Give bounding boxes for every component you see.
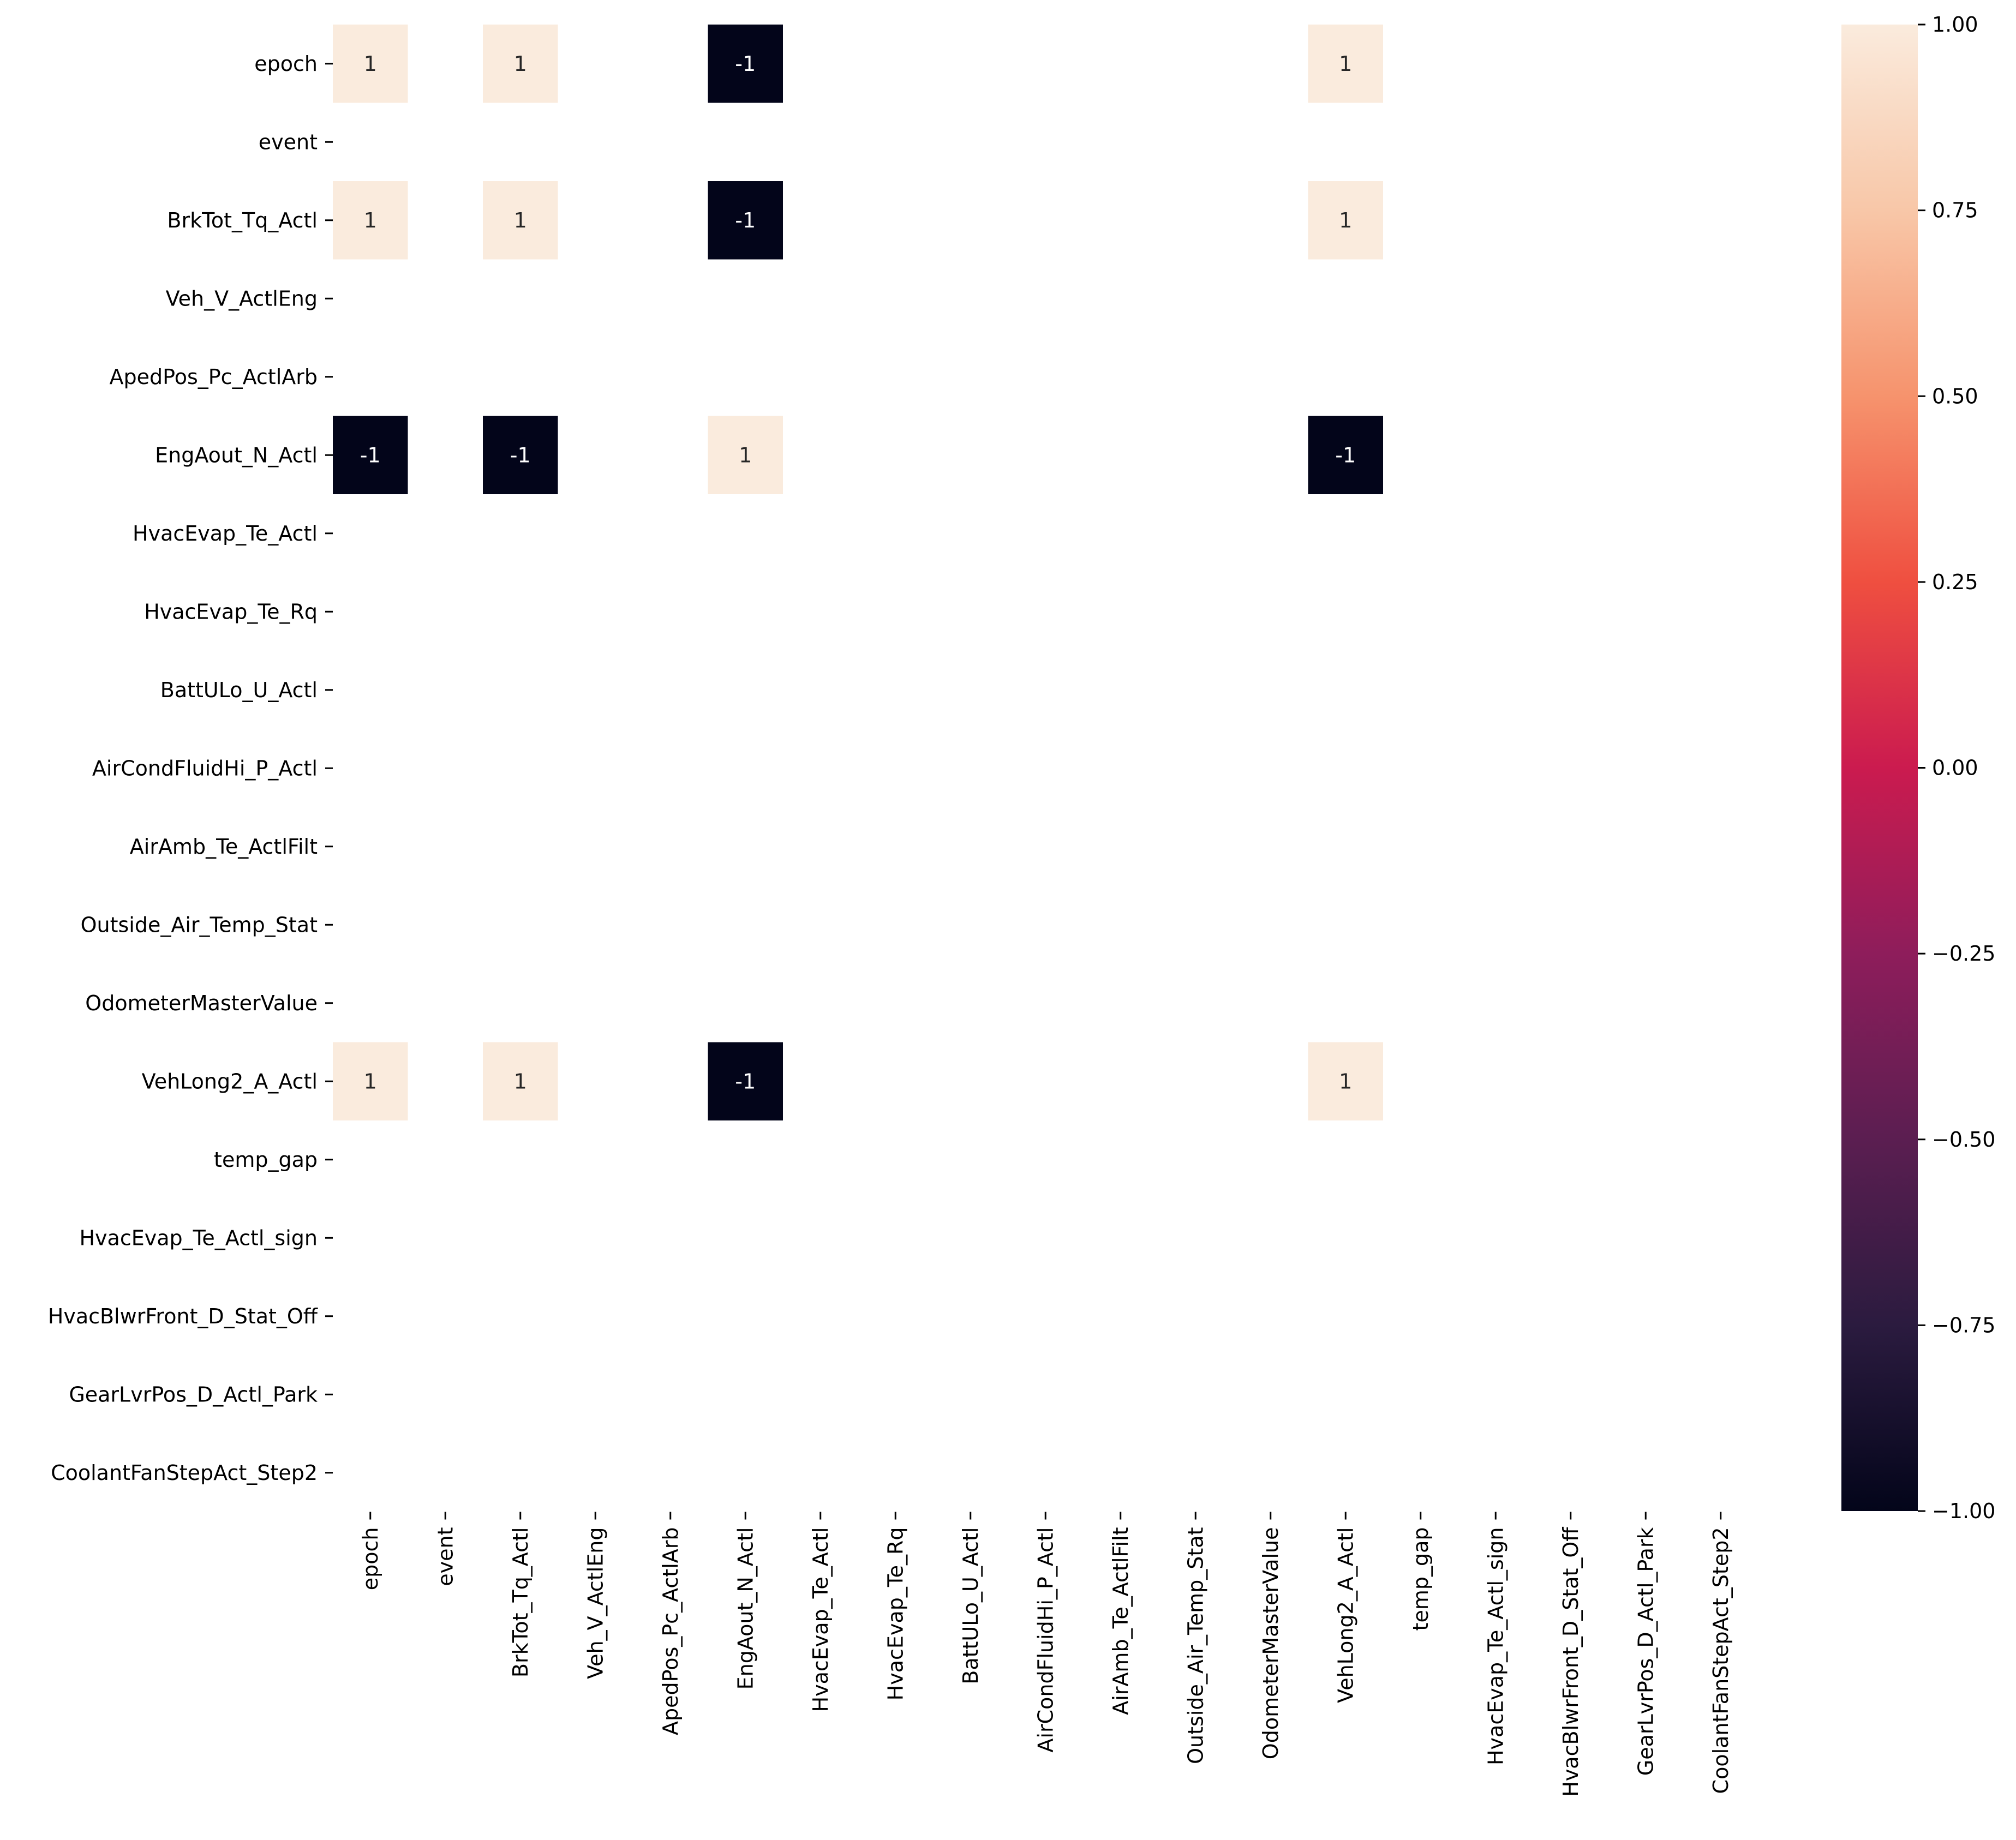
y-tick-label: BattULo_U_Actl	[160, 678, 318, 702]
colorbar	[1841, 25, 1918, 1511]
cell-value-label: 1	[364, 52, 377, 76]
x-tick-label: Outside_Air_Temp_Stat	[1183, 1527, 1207, 1764]
heatmap-cell	[333, 416, 408, 494]
heatmap-cell	[1308, 1042, 1383, 1120]
cell-value-label: -1	[360, 443, 381, 467]
x-tick-label: AirAmb_Te_ActlFilt	[1109, 1527, 1133, 1715]
x-tick-label: AirCondFluidHi_P_Actl	[1033, 1527, 1057, 1753]
cell-value-label: 1	[1339, 208, 1352, 232]
y-tick-label: Outside_Air_Temp_Stat	[81, 913, 318, 937]
x-tick-label: HvacEvap_Te_Rq	[883, 1527, 907, 1701]
x-tick-label: ApedPos_Pc_ActlArb	[659, 1527, 683, 1735]
cell-value-label: 1	[1339, 52, 1352, 76]
heatmap-cell	[333, 1042, 408, 1120]
heatmap-cell	[483, 181, 558, 260]
y-tick-label: VehLong2_A_Actl	[142, 1069, 318, 1093]
x-tick-label: BrkTot_Tq_Actl	[509, 1527, 533, 1678]
heatmap-cell	[483, 1042, 558, 1120]
cell-value-label: -1	[735, 1069, 756, 1093]
y-tick-label: Veh_V_ActlEng	[166, 286, 318, 310]
heatmap-cell	[708, 1042, 783, 1120]
heatmap-cell	[708, 25, 783, 103]
x-tick-label: HvacBlwrFront_D_Stat_Off	[1559, 1527, 1583, 1797]
y-tick-label: CoolantFanStepAct_Step2	[51, 1461, 318, 1485]
colorbar-tick-label: 0.75	[1932, 199, 1978, 223]
y-tick-label: ApedPos_Pc_ActlArb	[110, 365, 318, 389]
cell-value-label: -1	[510, 443, 531, 467]
heatmap-cell	[708, 181, 783, 260]
heatmap-cell	[483, 25, 558, 103]
cell-value-label: 1	[364, 1069, 377, 1093]
heatmap-cell	[333, 181, 408, 260]
colorbar-tick-label: −1.00	[1932, 1499, 1995, 1523]
y-tick-label: AirAmb_Te_ActlFilt	[130, 835, 318, 859]
y-tick-label: HvacBlwrFront_D_Stat_Off	[48, 1304, 318, 1328]
cell-value-label: 1	[514, 208, 527, 232]
cell-value-label: 1	[514, 52, 527, 76]
x-tick-label: epoch	[358, 1527, 382, 1591]
heatmap-cell	[483, 416, 558, 494]
heatmap-cell	[1308, 25, 1383, 103]
x-tick-label: CoolantFanStepAct_Step2	[1709, 1527, 1733, 1794]
y-tick-label: HvacEvap_Te_Rq	[144, 600, 318, 624]
y-tick-label: HvacEvap_Te_Actl_sign	[79, 1226, 318, 1250]
x-tick-label: EngAout_N_Actl	[733, 1527, 757, 1690]
x-tick-label: HvacEvap_Te_Actl_sign	[1483, 1527, 1507, 1766]
heatmap-cell	[1308, 416, 1383, 494]
y-tick-label: epoch	[254, 52, 318, 76]
heatmap-cell	[1308, 181, 1383, 260]
cell-value-label: 1	[364, 208, 377, 232]
y-tick-label: GearLvrPos_D_Actl_Park	[69, 1382, 318, 1406]
x-tick-label: OdometerMasterValue	[1259, 1527, 1283, 1760]
cell-value-label: 1	[1339, 1069, 1352, 1093]
x-tick-label: event	[433, 1527, 457, 1586]
cell-value-label: -1	[1335, 443, 1356, 467]
heatmap-cell	[333, 25, 408, 103]
y-tick-label: EngAout_N_Actl	[155, 443, 318, 467]
colorbar-tick-label: 0.50	[1932, 384, 1978, 408]
x-tick-label: VehLong2_A_Actl	[1333, 1527, 1357, 1703]
cell-value-label: -1	[735, 208, 756, 232]
x-tick-label: temp_gap	[1409, 1527, 1433, 1631]
y-tick-label: HvacEvap_Te_Actl	[133, 522, 318, 546]
colorbar-tick-label: −0.75	[1932, 1313, 1995, 1337]
y-tick-label: AirCondFluidHi_P_Actl	[92, 756, 318, 780]
cell-value-label: -1	[735, 52, 756, 76]
y-tick-label: event	[259, 130, 318, 154]
x-tick-label: GearLvrPos_D_Actl_Park	[1634, 1527, 1658, 1776]
y-tick-label: OdometerMasterValue	[85, 991, 318, 1015]
y-tick-label: BrkTot_Tq_Actl	[167, 208, 318, 232]
colorbar-tick-label: 0.25	[1932, 570, 1978, 594]
colorbar-tick-label: −0.25	[1932, 942, 1995, 966]
heatmap-cell	[708, 416, 783, 494]
cell-value-label: 1	[739, 443, 752, 467]
colorbar-tick-label: 1.00	[1932, 13, 1978, 37]
y-tick-label: temp_gap	[214, 1148, 318, 1172]
colorbar-tick-label: 0.00	[1932, 756, 1978, 780]
colorbar-tick-label: −0.50	[1932, 1128, 1995, 1152]
cell-value-label: 1	[514, 1069, 527, 1093]
x-tick-label: BattULo_U_Actl	[959, 1527, 983, 1685]
x-tick-label: Veh_V_ActlEng	[583, 1527, 607, 1679]
x-tick-label: HvacEvap_Te_Actl	[809, 1527, 833, 1712]
